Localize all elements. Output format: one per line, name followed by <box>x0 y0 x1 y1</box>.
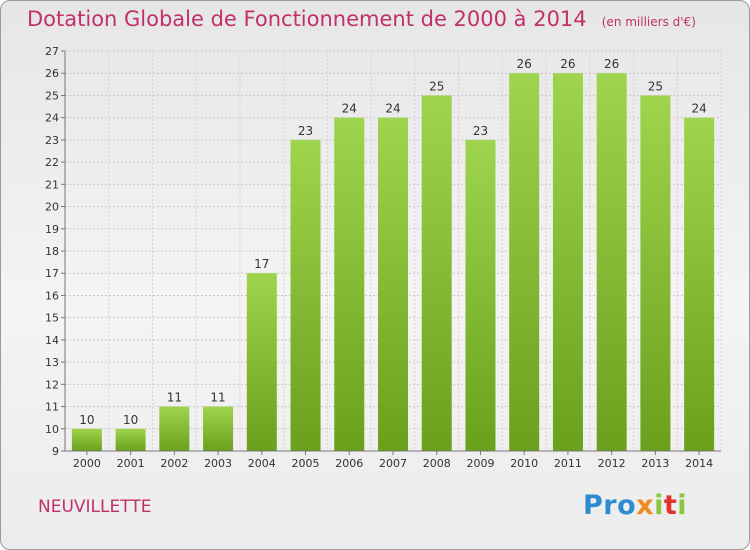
y-tick-label: 12 <box>45 378 59 391</box>
x-tick-label-2007: 2007 <box>379 457 407 470</box>
y-tick-label: 13 <box>45 356 59 369</box>
y-tick-label: 9 <box>52 445 59 458</box>
y-tick-label: 21 <box>45 178 59 191</box>
x-tick-label-2000: 2000 <box>73 457 101 470</box>
y-tick-label: 16 <box>45 289 59 302</box>
x-tick-label-2001: 2001 <box>117 457 145 470</box>
bar-2010 <box>509 73 540 451</box>
value-label-2006: 24 <box>342 102 357 116</box>
x-tick-label-2008: 2008 <box>423 457 451 470</box>
bar-2005 <box>290 139 321 451</box>
bar-2000 <box>71 428 102 451</box>
x-tick-label-2010: 2010 <box>510 457 538 470</box>
y-tick-label: 25 <box>45 89 59 102</box>
bar-2002 <box>159 406 190 451</box>
bar-layer <box>71 73 715 452</box>
bar-2014 <box>684 117 715 452</box>
value-label-2007: 24 <box>385 102 400 116</box>
value-label-2003: 11 <box>210 391 225 405</box>
x-tick-label-2003: 2003 <box>204 457 232 470</box>
bar-2003 <box>203 406 234 451</box>
x-tick-label-2005: 2005 <box>292 457 320 470</box>
bar-2004 <box>246 273 277 451</box>
value-label-2004: 17 <box>254 257 269 271</box>
bar-2001 <box>115 428 146 451</box>
bar-2009 <box>465 139 496 451</box>
y-tick-label: 22 <box>45 156 59 169</box>
x-tick-label-2013: 2013 <box>641 457 669 470</box>
value-label-2010: 26 <box>517 57 532 71</box>
value-label-2000: 10 <box>79 413 94 427</box>
x-tick-label-2014: 2014 <box>685 457 713 470</box>
label-layer: 10 10 11 11 17 23 24 24 25 23 26 26 26 25 24 <box>79 57 707 427</box>
y-tick-label: 26 <box>45 67 59 80</box>
bar-2013 <box>640 95 671 451</box>
x-tick-label-2004: 2004 <box>248 457 276 470</box>
value-label-2011: 26 <box>560 57 575 71</box>
axis-layer: 9 10 11 12 13 14 15 16 17 18 19 20 21 22 23 24 25 26 27 200… <box>45 45 721 470</box>
y-tick-label: 15 <box>45 312 59 325</box>
bar-2008 <box>421 95 452 451</box>
bar-2011 <box>552 73 583 451</box>
value-label-2005: 23 <box>298 124 313 138</box>
x-tick-label-2002: 2002 <box>160 457 188 470</box>
x-tick-label-2011: 2011 <box>554 457 582 470</box>
value-label-2009: 23 <box>473 124 488 138</box>
bar-2006 <box>334 117 365 452</box>
y-tick-label: 10 <box>45 423 59 436</box>
x-tick-label-2012: 2012 <box>598 457 626 470</box>
y-tick-label: 27 <box>45 45 59 58</box>
value-label-2001: 10 <box>123 413 138 427</box>
y-tick-label: 11 <box>45 401 59 414</box>
value-label-2014: 24 <box>691 102 706 116</box>
proxiti-logo: Proxiti <box>583 490 688 521</box>
value-label-2013: 25 <box>648 79 663 93</box>
y-tick-label: 17 <box>45 267 59 280</box>
value-label-2002: 11 <box>167 391 182 405</box>
y-tick-label: 19 <box>45 223 59 236</box>
y-tick-label: 14 <box>45 334 59 347</box>
bar-2012 <box>596 73 627 451</box>
y-tick-label: 24 <box>45 112 59 125</box>
unit-note: (en milliers d'€) <box>601 15 696 29</box>
value-label-2012: 26 <box>604 57 619 71</box>
y-tick-label: 18 <box>45 245 59 258</box>
y-tick-label: 20 <box>45 201 59 214</box>
value-label-2008: 25 <box>429 79 444 93</box>
x-tick-label-2006: 2006 <box>335 457 363 470</box>
x-tick-label-2009: 2009 <box>466 457 494 470</box>
town-name: NEUVILLETTE <box>38 497 152 517</box>
y-tick-label: 23 <box>45 134 59 147</box>
chart-title: Dotation Globale de Fonctionnement de 20… <box>27 7 696 31</box>
bar-2007 <box>378 117 408 452</box>
title-text: Dotation Globale de Fonctionnement de 20… <box>27 7 587 31</box>
